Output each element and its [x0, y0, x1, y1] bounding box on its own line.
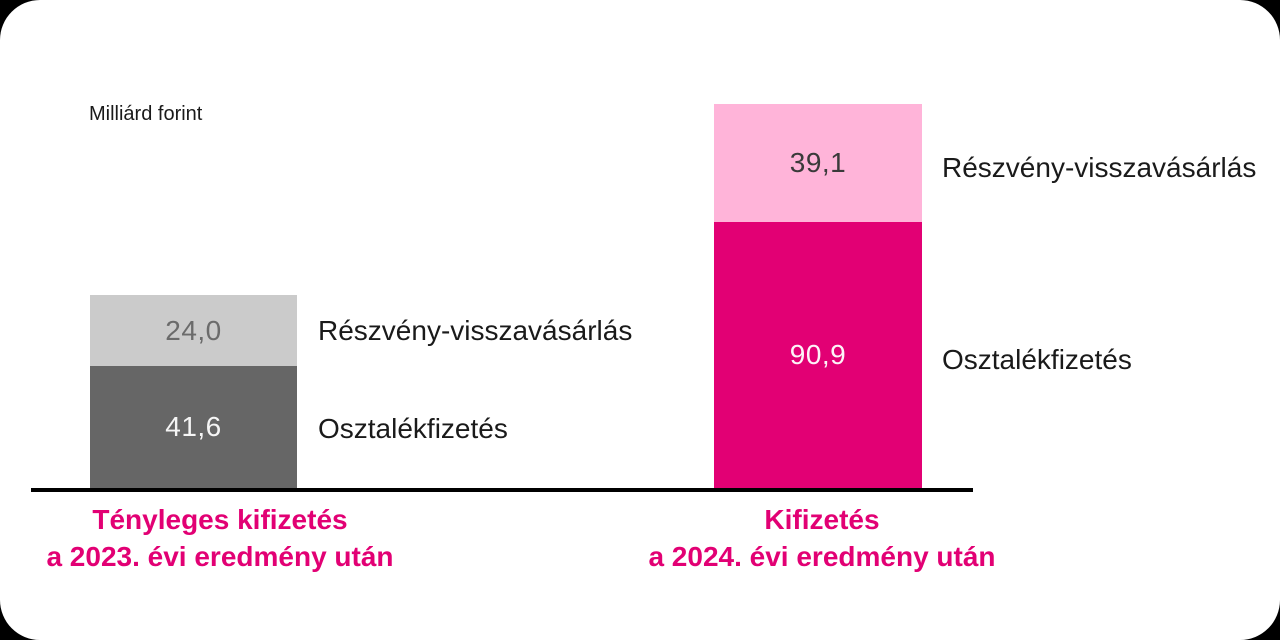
- bar-2024: 39,1 90,9: [714, 104, 922, 488]
- category-label-2024-line2: a 2024. évi eredmény után: [648, 541, 996, 572]
- bar-2023-buyback-label: Részvény-visszavásárlás: [318, 315, 633, 346]
- bar-2024-dividend-segment: 90,9: [714, 222, 922, 488]
- bar-2024-buyback-label: Részvény-visszavásárlás: [942, 152, 1257, 183]
- category-label-2024-line1: Kifizetés: [764, 504, 880, 535]
- category-label-2023-line1: Tényleges kifizetés: [92, 504, 348, 535]
- bar-2024-buyback-segment: 39,1: [714, 104, 922, 222]
- bar-2024-buyback-value: 39,1: [789, 147, 847, 178]
- bar-2023: 24,0 41,6: [90, 295, 297, 488]
- bar-2023-buyback-value: 24,0: [165, 314, 222, 346]
- unit-label: Milliárd forint: [89, 103, 203, 125]
- x-axis-line: [31, 488, 973, 492]
- bar-2023-buyback-segment: 24,0: [90, 295, 297, 366]
- category-label-2023-line2: a 2023. évi eredmény után: [46, 541, 394, 572]
- bar-2023-dividend-segment: 41,6: [90, 366, 297, 488]
- bar-2024-dividend-label: Osztalékfizetés: [942, 344, 1132, 375]
- bar-2023-dividend-label: Osztalékfizetés: [318, 413, 508, 444]
- bar-2024-dividend-value: 90,9: [789, 339, 847, 370]
- category-label-2023: Tényleges kifizetés a 2023. évi eredmény…: [20, 501, 420, 575]
- category-label-2024: Kifizetés a 2024. évi eredmény után: [622, 501, 1022, 575]
- bar-2023-dividend-value: 41,6: [165, 411, 222, 442]
